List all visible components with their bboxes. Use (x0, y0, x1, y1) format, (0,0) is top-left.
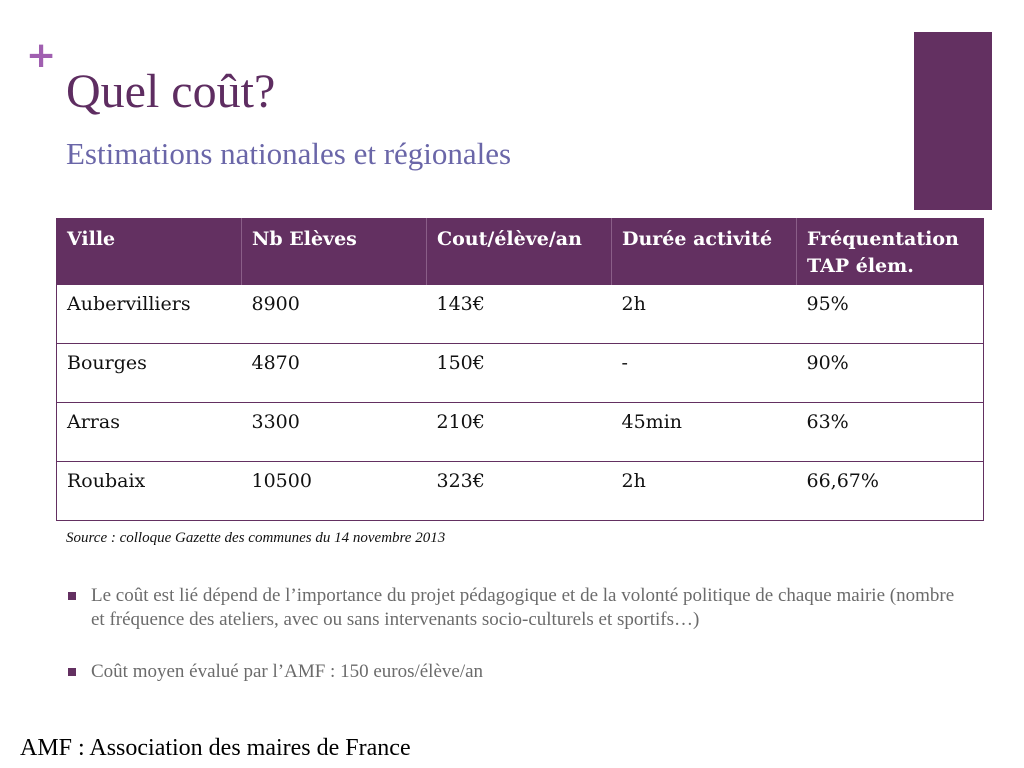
cell-ville: Roubaix (56, 461, 242, 521)
square-bullet-icon (68, 668, 76, 676)
source-note: Source : colloque Gazette des communes d… (66, 530, 446, 546)
cell-cout: 210€ (426, 402, 612, 462)
cell-duree: - (611, 343, 797, 403)
cell-duree: 2h (611, 284, 797, 344)
bullet-text: Le coût est lié dépend de l’importance d… (91, 585, 955, 630)
footer-note: AMF : Association des maires de France (20, 735, 411, 761)
table-row: Arras 3300 210€ 45min 63% (56, 402, 984, 462)
bullet-item: Coût moyen évalué par l’AMF : 150 euros/… (66, 660, 966, 684)
cost-table: Ville Nb Elèves Cout/élève/an Durée acti… (56, 218, 984, 521)
table-row: Bourges 4870 150€ - 90% (56, 343, 984, 403)
cell-ville: Arras (56, 402, 242, 462)
cell-ville: Aubervilliers (56, 284, 242, 344)
cell-nb-eleves: 3300 (241, 402, 427, 462)
slide-title: Quel coût? (66, 65, 276, 118)
cell-cout: 323€ (426, 461, 612, 521)
cell-nb-eleves: 10500 (241, 461, 427, 521)
header-frequentation: Fréquentation TAP élem. (796, 218, 984, 285)
cell-ville: Bourges (56, 343, 242, 403)
cell-frequentation: 66,67% (796, 461, 984, 521)
table-row: Aubervilliers 8900 143€ 2h 95% (56, 284, 984, 344)
cell-duree: 2h (611, 461, 797, 521)
cell-duree: 45min (611, 402, 797, 462)
table-row: Roubaix 10500 323€ 2h 66,67% (56, 461, 984, 521)
decorative-bar (914, 32, 992, 210)
header-duree-activite: Durée activité (611, 218, 797, 285)
cell-cout: 150€ (426, 343, 612, 403)
header-ville: Ville (56, 218, 242, 285)
bullet-list: Le coût est lié dépend de l’importance d… (66, 584, 966, 684)
cell-nb-eleves: 4870 (241, 343, 427, 403)
header-nb-eleves: Nb Elèves (241, 218, 427, 285)
cell-frequentation: 63% (796, 402, 984, 462)
cell-nb-eleves: 8900 (241, 284, 427, 344)
cell-frequentation: 95% (796, 284, 984, 344)
square-bullet-icon (68, 592, 76, 600)
header-cout-eleve-an: Cout/élève/an (426, 218, 612, 285)
slide-subtitle: Estimations nationales et régionales (66, 136, 512, 171)
cell-cout: 143€ (426, 284, 612, 344)
table-header-row: Ville Nb Elèves Cout/élève/an Durée acti… (56, 218, 984, 285)
bullet-item: Le coût est lié dépend de l’importance d… (66, 584, 966, 632)
cell-frequentation: 90% (796, 343, 984, 403)
bullet-text: Coût moyen évalué par l’AMF : 150 euros/… (91, 661, 484, 682)
plus-icon: + (26, 35, 57, 76)
